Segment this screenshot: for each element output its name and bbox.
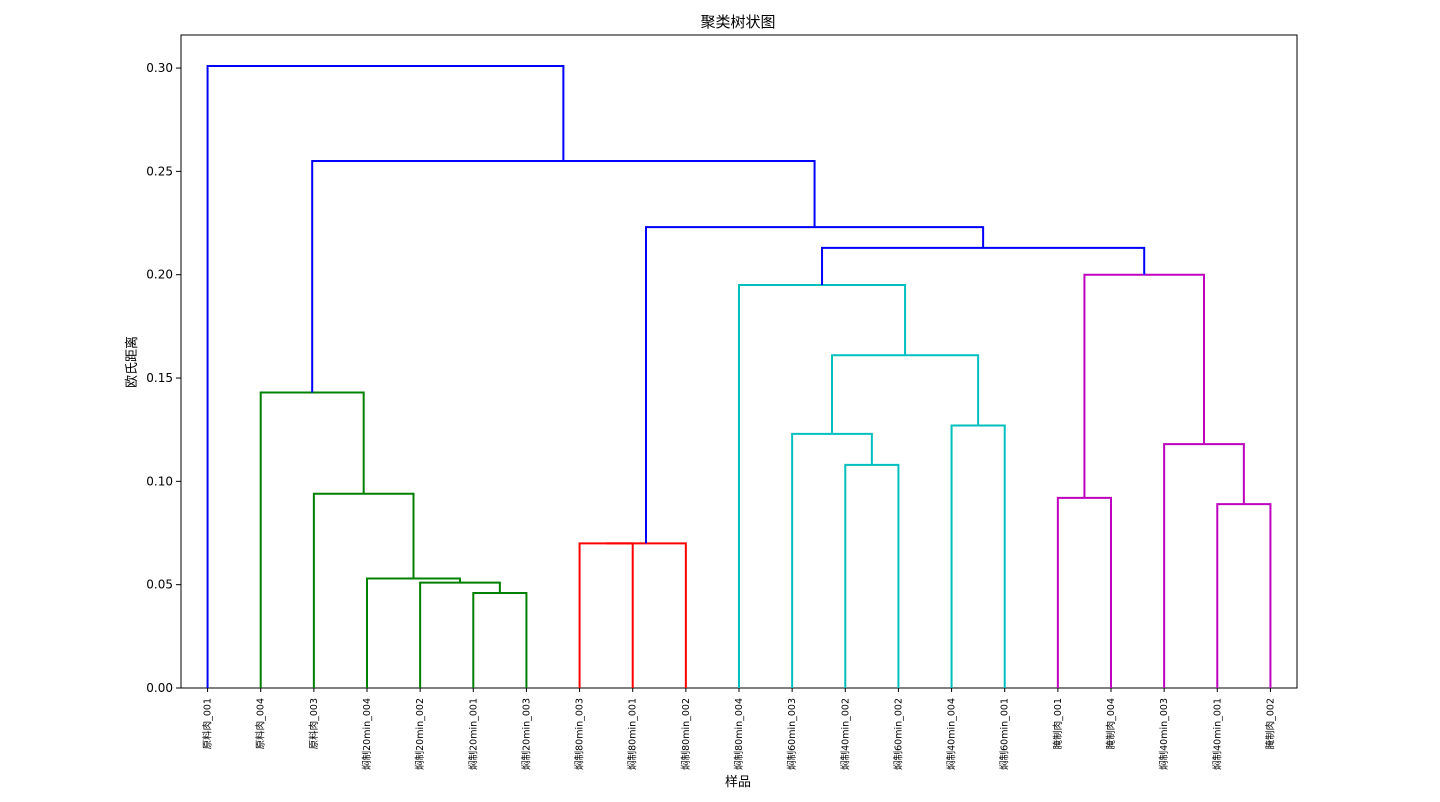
dendrogram-link-15 [1083, 273, 1205, 498]
y-tick-label: 0.00 [146, 681, 173, 695]
leaf-label: 焖制20min_004 [361, 698, 373, 770]
y-tick-label: 0.20 [146, 268, 173, 282]
leaf-label: 焖制20min_002 [414, 698, 426, 770]
dendrogram-link-12 [1056, 496, 1112, 688]
leaf-label: 焖制20min_001 [467, 698, 479, 770]
dendrogram-link-9 [950, 424, 1006, 688]
dendrogram-link-6 [606, 542, 687, 688]
leaf-label: 焖制20min_003 [520, 698, 532, 770]
leaf-label: 焖制80min_002 [680, 698, 692, 770]
leaf-label: 腌制肉_001 [1052, 698, 1064, 749]
leaf-label: 焖制80min_001 [627, 698, 639, 770]
leaf-label: 原料肉_003 [308, 698, 320, 749]
dendrogram-link-7 [844, 463, 900, 688]
dendrogram-link-3 [312, 492, 415, 688]
dendrogram-link-0 [472, 591, 528, 688]
y-tick-label: 0.10 [146, 474, 173, 488]
leaf-label: 焖制40min_001 [1211, 698, 1223, 770]
leaf-label: 原料肉_004 [255, 698, 267, 749]
dendrogram-link-18 [311, 160, 816, 393]
x-axis-leaf-labels: 原料肉_001 原料肉_004 原料肉_003 焖制20min_004 焖制20min_… [202, 688, 1276, 770]
y-tick-label: 0.25 [146, 164, 173, 178]
leaf-label: 焖制40min_003 [1158, 698, 1170, 770]
dendrogram-link-14 [1163, 443, 1245, 688]
x-axis-label: 样品 [725, 775, 751, 790]
dendrogram-links [206, 64, 1272, 688]
dendrogram-link-16 [821, 246, 1146, 286]
y-tick-label: 0.15 [146, 371, 173, 385]
leaf-label: 焖制60min_001 [999, 698, 1011, 770]
leaf-label: 焖制60min_003 [786, 698, 798, 770]
leaf-label: 原料肉_001 [202, 698, 214, 749]
dendrogram-link-1 [419, 581, 501, 688]
leaf-label: 腌制肉_002 [1264, 698, 1276, 749]
leaf-label: 焖制80min_004 [733, 698, 745, 770]
y-axis: 0.00 0.05 0.10 0.15 0.20 0.25 0.30 [146, 61, 181, 695]
leaf-label: 焖制40min_002 [839, 698, 851, 770]
dendrogram-link-17 [645, 226, 985, 544]
dendrogram-link-4 [259, 391, 365, 688]
leaf-label: 焖制80min_003 [574, 698, 586, 770]
y-tick-label: 0.30 [146, 61, 173, 75]
dendrogram-link-10 [831, 354, 980, 434]
dendrogram-link-11 [738, 284, 907, 688]
chart-title: 聚类树状图 [700, 13, 775, 31]
leaf-label: 腌制肉_004 [1105, 698, 1117, 749]
dendrogram-link-5 [578, 542, 634, 688]
y-tick-label: 0.05 [146, 578, 173, 592]
leaf-label: 焖制40min_004 [946, 698, 958, 770]
dendrogram-link-2 [366, 577, 461, 688]
dendrogram-link-8 [791, 432, 873, 688]
dendrogram-link-19 [206, 64, 565, 688]
dendrogram-link-13 [1216, 503, 1272, 688]
leaf-label: 焖制60min_002 [892, 698, 904, 770]
y-axis-label: 欧氏距离 [124, 336, 140, 388]
